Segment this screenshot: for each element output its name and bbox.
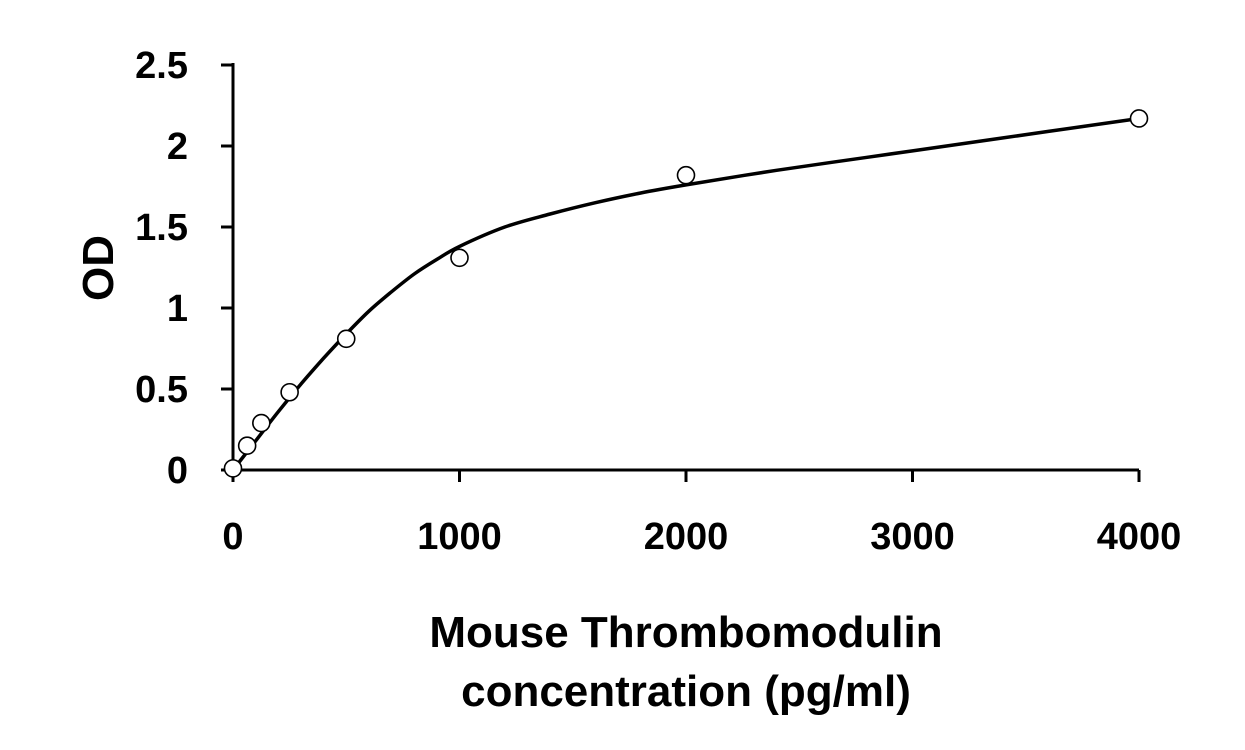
y-ticks: 0 0.5 1 1.5 2 2.5 (135, 45, 233, 492)
data-point (450, 248, 469, 268)
y-tick-label: 0 (167, 450, 188, 492)
fit-curve (231, 116, 1140, 472)
y-axis-title: OD (74, 235, 123, 301)
y-tick-label: 1 (167, 288, 188, 330)
y-tick-label: 0.5 (135, 369, 188, 411)
x-tick-label: 4000 (1097, 516, 1182, 558)
data-point (676, 165, 696, 185)
data-point (1129, 109, 1149, 128)
y-tick-label: 1.5 (135, 207, 188, 249)
data-points (223, 109, 1149, 478)
y-tick-label: 2.5 (135, 45, 188, 87)
axes (231, 63, 1139, 472)
data-point (252, 413, 271, 433)
data-point (336, 329, 356, 349)
x-ticks: 0 1000 2000 3000 4000 (222, 470, 1181, 558)
x-tick-label: 2000 (644, 516, 729, 558)
x-tick-label: 0 (222, 516, 243, 558)
x-axis-title-line-1: Mouse Thrombomodulin (429, 608, 942, 657)
data-point (223, 459, 243, 478)
x-tick-label: 1000 (417, 516, 502, 558)
data-point (280, 382, 299, 402)
x-axis-title-line-2: concentration (pg/ml) (461, 667, 911, 716)
x-tick-label: 3000 (870, 516, 955, 558)
data-point (237, 436, 257, 456)
y-tick-label: 2 (167, 126, 188, 168)
